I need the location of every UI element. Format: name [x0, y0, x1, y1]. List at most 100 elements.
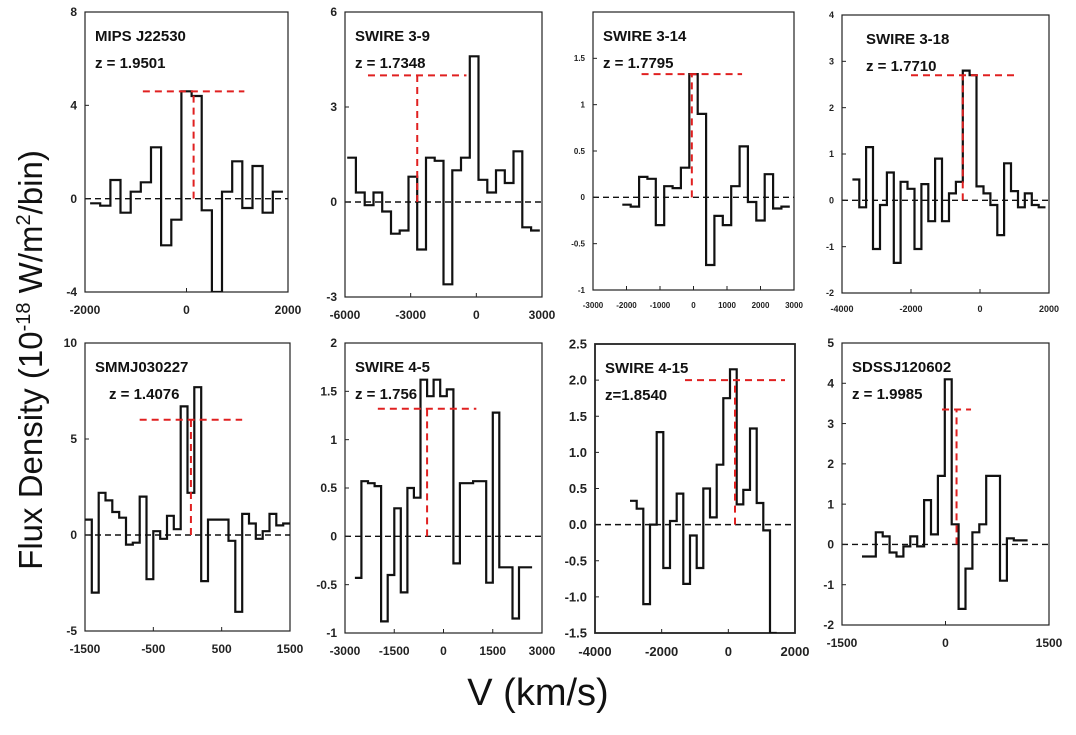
x-tick-label: -3000 [583, 301, 604, 310]
y-tick-label: 5 [70, 432, 77, 446]
spectrum-line [354, 378, 533, 623]
x-tick-label: 2000 [752, 301, 770, 310]
y-tick-label: 1 [330, 433, 337, 447]
y-tick-label: -0.5 [571, 239, 585, 248]
y-tick-label: 3 [827, 417, 834, 431]
panel-subtitle: z = 1.9501 [95, 55, 165, 72]
panel-title: SWIRE 3-14 [603, 28, 687, 45]
y-axis-label-text: Flux Density (10-18 W/m2/bin) [12, 150, 50, 570]
y-tick-label: 1.5 [569, 409, 587, 424]
y-tick-label: 0 [330, 530, 337, 544]
x-tick-label: 1000 [718, 301, 736, 310]
y-tick-label: 0 [70, 528, 77, 542]
y-tick-label: 0 [70, 192, 77, 206]
y-tick-label: 1 [829, 149, 834, 159]
y-tick-label: 2 [829, 103, 834, 113]
panel-frame [84, 11, 289, 293]
y-tick-label: 4 [829, 10, 834, 20]
spectrum-line [630, 368, 777, 633]
y-axis-label: Flux Density (10-18 W/m2/bin) [8, 90, 54, 630]
y-tick-label: -1 [826, 242, 834, 252]
y-axis-label-exponent: -18 [13, 302, 35, 332]
x-tick-label: 500 [212, 642, 232, 656]
y-tick-label: 3 [829, 56, 834, 66]
x-tick-label: 2000 [781, 644, 810, 659]
y-tick-label: 1.0 [569, 445, 587, 460]
x-tick-label: -3000 [330, 644, 361, 658]
x-tick-label: -4000 [578, 644, 611, 659]
y-tick-label: -0.5 [316, 578, 337, 592]
x-tick-label: 3000 [529, 308, 556, 322]
panel-title: SWIRE 4-5 [355, 359, 430, 376]
y-tick-label: 0.0 [569, 517, 587, 532]
panel-subtitle: z = 1.7348 [355, 55, 425, 72]
panel-subtitle: z = 1.7795 [603, 55, 673, 72]
panel-1: MIPS J22530 z = 1.9501 -2000 0 2000 8 4 0 -4 [66, 5, 301, 317]
y-tick-label: -3 [326, 290, 337, 304]
spectrum-line [852, 69, 1046, 264]
x-tick-label: -2000 [616, 301, 637, 310]
spectrum-line [347, 55, 540, 286]
spectrum-line [90, 90, 283, 292]
x-tick-label: 0 [440, 644, 447, 658]
y-tick-label: -0.5 [565, 553, 587, 568]
x-tick-label: -2000 [899, 304, 922, 314]
y-tick-label: -1 [823, 578, 834, 592]
y-tick-label: 1 [827, 497, 834, 511]
y-tick-label: -1 [578, 286, 586, 295]
panel-title: MIPS J22530 [95, 28, 186, 45]
x-tick-label: 2000 [1039, 304, 1059, 314]
y-tick-label: 0.5 [569, 481, 587, 496]
y-tick-label: 0 [330, 195, 337, 209]
x-tick-label: 0 [942, 636, 949, 650]
spectrum-line [85, 386, 290, 613]
y-tick-label: 10 [64, 336, 78, 350]
x-tick-label: -2000 [645, 644, 678, 659]
y-tick-label: 1.5 [320, 385, 337, 399]
panel-subtitle: z = 1.9985 [852, 386, 922, 403]
spectrum-line [622, 73, 790, 267]
panel-title: SWIRE 4-15 [605, 360, 688, 377]
y-tick-label: -5 [66, 624, 77, 638]
y-tick-label: 4 [827, 376, 834, 390]
spectrum-line [862, 378, 1028, 610]
x-tick-label: -1500 [379, 644, 410, 658]
x-tick-label: 0 [725, 644, 732, 659]
panel-subtitle: z = 1.4076 [109, 386, 179, 403]
panel-8: SDSSJ120602 z = 1.9985 -1500 0 1500 5 4 3 2 1 0 -1 -… [823, 336, 1062, 650]
y-tick-label: 0 [829, 195, 834, 205]
x-tick-label: 1500 [1036, 636, 1063, 650]
panel-6: SWIRE 4-5 z = 1.756 -3000 -1500 0 1500 3000 2 1.… [316, 336, 555, 658]
panel-title: SWIRE 3-18 [866, 31, 949, 48]
x-tick-label: -2000 [70, 303, 101, 317]
panel-title: SDSSJ120602 [852, 359, 951, 376]
y-tick-label: 5 [827, 336, 834, 350]
x-tick-label: -500 [141, 642, 165, 656]
panel-subtitle: z = 1.7710 [866, 58, 936, 75]
y-tick-label: -1.5 [565, 626, 587, 641]
y-axis-label-exponent-2: 2 [13, 214, 35, 226]
y-tick-label: 0 [581, 193, 586, 202]
y-tick-label: 2 [330, 336, 337, 350]
y-tick-label: 0.5 [574, 147, 586, 156]
x-tick-label: 1500 [479, 644, 506, 658]
y-tick-label: 1 [581, 100, 586, 109]
y-tick-label: -2 [823, 618, 834, 632]
y-axis-label-unit: W/m [12, 225, 49, 303]
panel-5: SMMJ030227 z = 1.4076 -1500 -500 500 1500 10 5 0… [64, 336, 304, 656]
y-tick-label: 2 [827, 457, 834, 471]
x-tick-label: -4000 [830, 304, 853, 314]
y-tick-label: 8 [70, 5, 77, 19]
x-tick-label: -1500 [70, 642, 101, 656]
y-tick-label: 6 [330, 5, 337, 19]
x-tick-label: -3000 [395, 308, 426, 322]
x-tick-label: 1500 [277, 642, 304, 656]
x-axis-label: V (km/s) [467, 672, 609, 714]
y-tick-label: 4 [70, 99, 77, 113]
panel-subtitle: z = 1.756 [355, 386, 417, 403]
panel-frame [84, 342, 291, 632]
panel-title: SMMJ030227 [95, 359, 188, 376]
y-tick-label: 3 [330, 100, 337, 114]
y-tick-label: -2 [826, 288, 834, 298]
x-tick-label: 2000 [275, 303, 302, 317]
